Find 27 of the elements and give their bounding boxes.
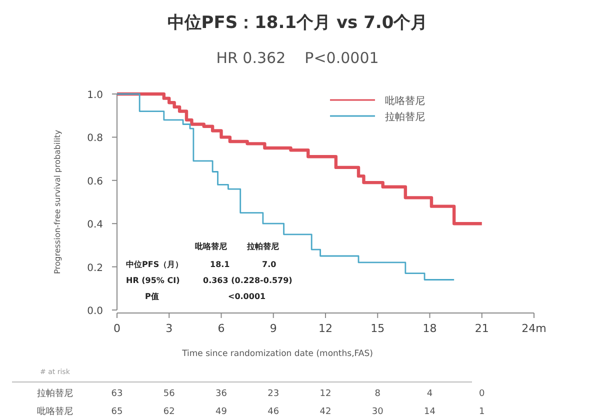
x-tick-label: 3: [166, 322, 173, 335]
y-tick-label: 0.8: [87, 133, 103, 144]
x-tick-label: 21: [474, 322, 489, 335]
legend-label: 吡咯替尼: [385, 95, 425, 107]
text: P值 <0.0001: [145, 292, 266, 301]
text: 中位PFS（月） 18.1 7.0: [126, 260, 276, 269]
x-tick-label: 9: [270, 322, 277, 335]
text: HR (95% CI) 0.363 (0.228-0.579): [126, 276, 292, 285]
text: 吡咯替尼 拉帕替尼: [195, 242, 279, 251]
chart-subtitle: HR 0.362 P<0.0001: [216, 49, 379, 67]
chart-title: 中位PFS：18.1个月 vs 7.0个月: [167, 13, 428, 33]
x-tick-label: 12: [318, 322, 332, 335]
y-tick-label: 0.4: [87, 220, 103, 231]
text: 拉帕替尼 63 56 36 23 12 8 4 0: [37, 389, 485, 399]
y-tick-label: 0.2: [87, 262, 103, 274]
y-tick-label: 0.6: [87, 176, 103, 188]
y-tick-label: 0.0: [87, 306, 103, 317]
text: 吡咯替尼 65 62 49 46 42 30 14 1: [37, 407, 485, 417]
x-tick-label: 15: [370, 322, 385, 335]
y-axis-title: Progression-free survival probability: [53, 130, 62, 274]
x-tick-label: 0: [114, 322, 120, 335]
x-tick-label: 24m: [522, 322, 546, 335]
x-axis-title: Time since randomization date (months,FAS): [181, 349, 373, 359]
y-tick-label: 1.0: [87, 90, 103, 101]
x-tick-label: 18: [422, 322, 437, 335]
x-tick-label: 6: [218, 322, 225, 335]
legend-label: 拉帕替尼: [385, 111, 425, 123]
